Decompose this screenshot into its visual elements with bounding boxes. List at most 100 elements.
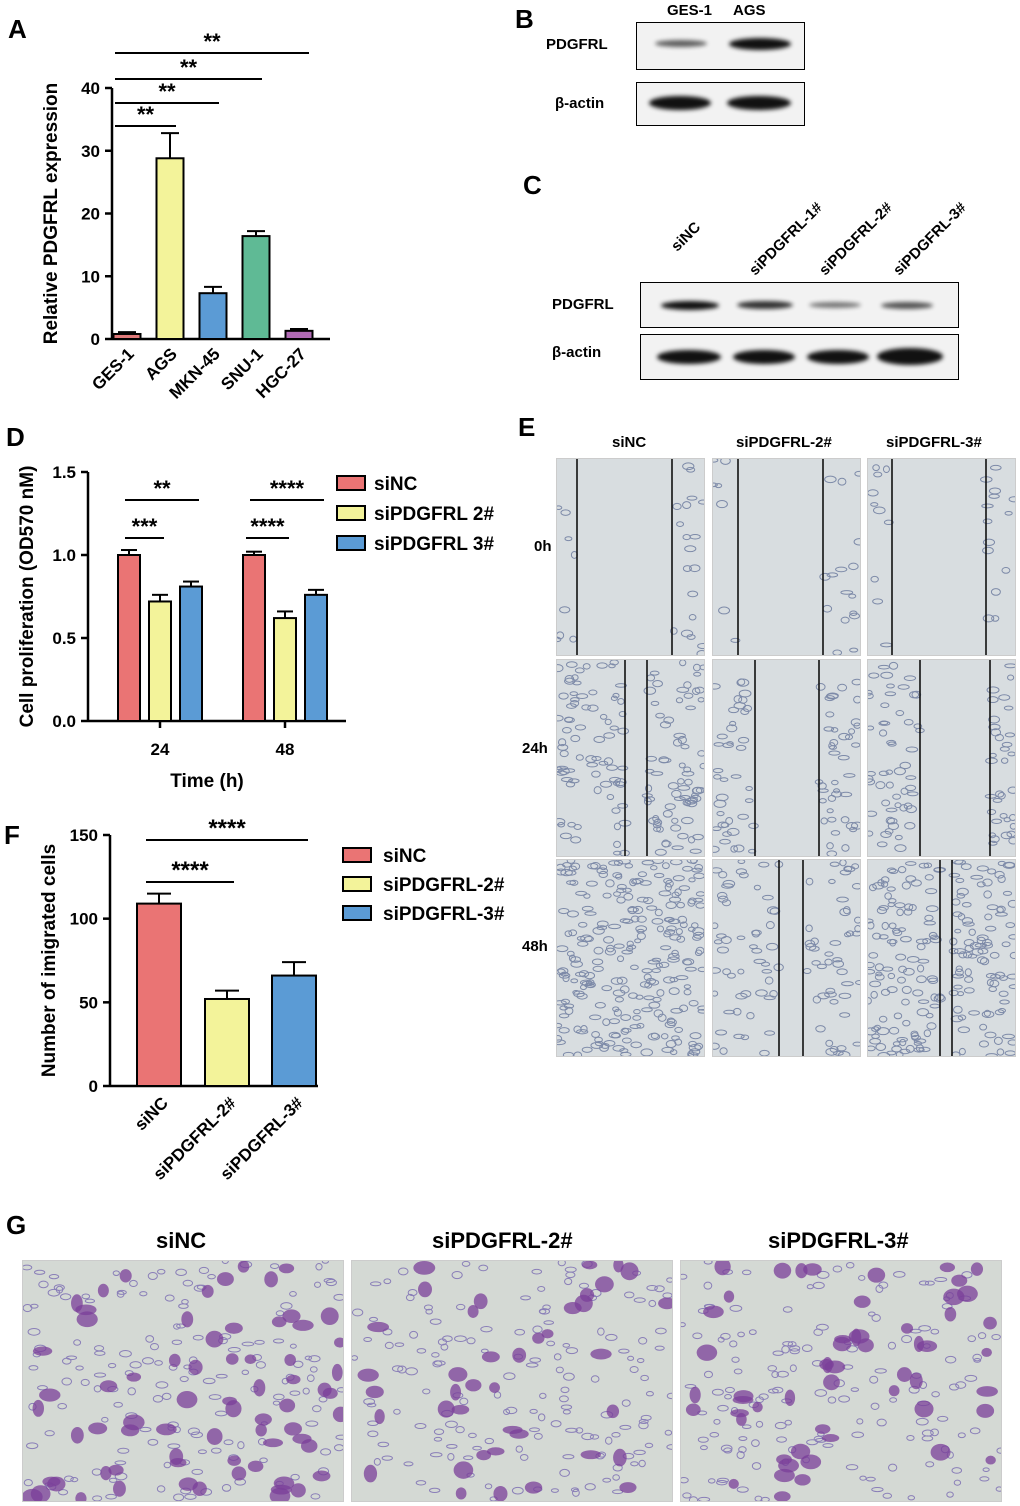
cell (377, 1441, 390, 1448)
legend-swatch (336, 505, 366, 521)
cell (751, 929, 761, 938)
cell (565, 1427, 578, 1433)
cell (880, 988, 891, 996)
cell (839, 791, 853, 798)
cell (585, 880, 598, 887)
cell (592, 926, 605, 935)
cell (280, 1302, 293, 1310)
y-tick-label: 20 (81, 205, 100, 224)
stained-cell (286, 1374, 301, 1385)
cell (101, 1416, 109, 1423)
cell (612, 1474, 620, 1481)
cell (520, 1295, 531, 1301)
cell (683, 692, 694, 699)
cell (694, 949, 703, 957)
cell (560, 1386, 570, 1394)
stained-cell (156, 1423, 177, 1436)
cell (383, 1278, 392, 1285)
cell (575, 1427, 584, 1434)
band (809, 302, 861, 308)
cell (953, 984, 963, 990)
cell (804, 939, 816, 948)
cell (825, 987, 836, 995)
cell (916, 975, 927, 984)
cell (733, 702, 746, 710)
cell (403, 1461, 414, 1467)
cell (682, 462, 695, 471)
cell (875, 1284, 884, 1293)
cell (869, 980, 882, 988)
stained-cell (784, 1389, 796, 1406)
band (733, 350, 795, 364)
stained-cell (254, 1413, 272, 1426)
cell (848, 728, 856, 735)
cell (241, 1369, 250, 1376)
cell (716, 1477, 729, 1483)
cell (315, 1262, 323, 1271)
cell (1004, 510, 1013, 516)
cell (917, 999, 930, 1004)
cell (855, 979, 860, 986)
cell (633, 1008, 641, 1015)
cell (839, 1012, 851, 1018)
cell (976, 881, 986, 888)
cell (636, 928, 645, 934)
cell (728, 706, 740, 714)
cell (560, 868, 573, 877)
stained-cell (88, 1422, 108, 1435)
blot-c-pdgfrl-membrane (640, 282, 959, 328)
cell (871, 1486, 884, 1493)
cell (906, 955, 920, 963)
cell (127, 1387, 136, 1396)
cell (655, 712, 665, 719)
cell (627, 1355, 635, 1361)
cell (833, 1050, 844, 1056)
cell (614, 996, 624, 1003)
cell (161, 1392, 172, 1401)
cell (664, 1429, 672, 1436)
cell (676, 935, 686, 943)
cell (629, 1024, 641, 1029)
cell (685, 705, 696, 711)
cell (999, 746, 1010, 752)
cell (738, 1436, 748, 1441)
cell (584, 911, 597, 916)
cell (29, 1303, 39, 1309)
cell (560, 998, 571, 1005)
cell (593, 786, 602, 795)
cell (713, 774, 722, 780)
cell (737, 968, 745, 975)
cell (577, 941, 589, 947)
cell (952, 911, 963, 918)
cell (961, 1271, 973, 1279)
cell (566, 661, 578, 668)
cell (698, 499, 704, 505)
cell (876, 1027, 890, 1036)
stained-cell (113, 1480, 126, 1497)
cell (681, 1322, 686, 1328)
cell (505, 1406, 518, 1415)
cell (674, 1026, 684, 1033)
cell (765, 921, 775, 930)
micrograph-texture (681, 1261, 1001, 1501)
y-axis-label: Number of imigrated cells (39, 844, 60, 1077)
cell (599, 1043, 610, 1052)
cell (73, 1339, 82, 1346)
cell (716, 1479, 728, 1486)
cell (612, 872, 623, 879)
cell (613, 822, 622, 831)
stained-cell (32, 1346, 53, 1356)
cell (844, 932, 852, 938)
cell (658, 961, 670, 968)
cell (825, 711, 835, 718)
cell (407, 1289, 418, 1297)
cell (836, 896, 849, 903)
cell (925, 1012, 934, 1019)
cell (681, 1477, 689, 1484)
cell (683, 984, 692, 990)
cell (881, 966, 894, 972)
cell (65, 1355, 78, 1361)
cell (910, 879, 922, 887)
legend-swatch (342, 847, 372, 863)
cell (894, 844, 907, 853)
